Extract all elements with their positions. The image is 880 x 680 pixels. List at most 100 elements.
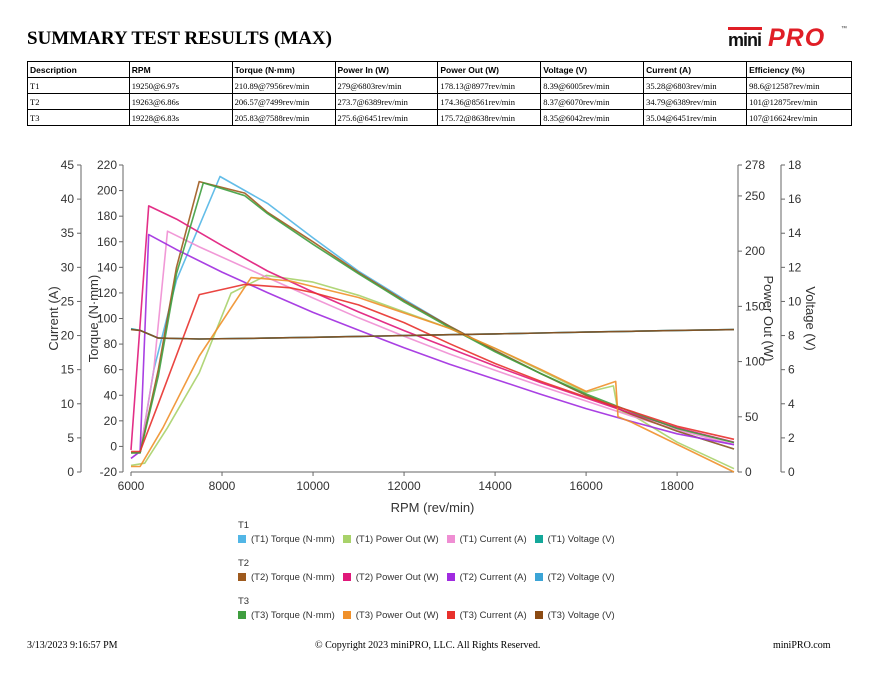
series-line-t1-torque: [131, 175, 735, 454]
x-tick-label: 8000: [209, 479, 236, 493]
legend-entry[interactable]: (T1) Power Out (W): [342, 534, 439, 545]
table-cell: 273.7@6389rev/min: [334, 93, 439, 110]
table-cell: 19250@6.97s: [128, 77, 233, 94]
table-cell: 206.57@7499rev/min: [231, 93, 336, 110]
logo-trademark: ™: [841, 26, 847, 32]
power-out-tick-label: 278: [745, 158, 765, 172]
legend-label: (T2) Torque (N·mm): [251, 571, 335, 583]
legend-label: (T1) Torque (N·mm): [251, 533, 335, 545]
table-cell: T2: [27, 93, 130, 110]
series-line-t3-voltage: [130, 328, 735, 340]
legend-label: (T3) Power Out (W): [355, 609, 439, 621]
series-line-t2-current: [130, 233, 735, 460]
col-rpm: RPM: [128, 61, 233, 78]
table-cell: 275.6@6451rev/min: [334, 109, 439, 126]
current-tick-label: 35: [61, 226, 75, 240]
legend-swatch: [534, 573, 543, 581]
current-tick-label: 30: [61, 260, 75, 274]
legend-swatch: [446, 535, 455, 543]
legend-swatch: [238, 611, 246, 619]
torque-axis-title: Torque (N·mm): [86, 275, 101, 362]
table-cell: 210.89@7956rev/min: [231, 77, 336, 94]
x-axis-title: RPM (rev/min): [391, 500, 475, 515]
current-tick-label: 40: [61, 192, 75, 206]
table-cell: 35.04@6451rev/min: [643, 109, 748, 126]
series-line-t1-voltage: [130, 327, 735, 340]
series-line-t1-current: [130, 230, 735, 460]
torque-tick-label: 40: [104, 388, 118, 402]
col-power-in: Power In (W): [334, 61, 439, 78]
torque-tick-label: 180: [97, 209, 117, 223]
col-power-out: Power Out (W): [437, 61, 542, 78]
voltage-tick-label: 12: [788, 260, 802, 274]
torque-tick-label: 80: [104, 337, 118, 351]
power-out-tick-label: 150: [745, 299, 765, 313]
current-tick-label: 45: [61, 158, 75, 172]
series-line-t3-current: [131, 283, 735, 453]
voltage-tick-label: 4: [788, 397, 795, 411]
legend-entry[interactable]: (T1) Current (A): [446, 533, 527, 545]
torque-tick-label: 60: [104, 363, 118, 377]
current-tick-label: 25: [61, 294, 75, 308]
x-tick-label: 14000: [478, 479, 512, 493]
col-voltage: Voltage (V): [540, 61, 645, 78]
x-tick-label: 12000: [387, 479, 421, 493]
voltage-tick-label: 0: [788, 465, 795, 479]
power-out-tick-label: 200: [745, 244, 765, 258]
torque-tick-label: 100: [97, 312, 117, 326]
legend-entry[interactable]: (T2) Torque (N·mm): [238, 572, 335, 583]
legend-swatch: [534, 611, 543, 619]
legend-entry[interactable]: (T3) Voltage (V): [534, 609, 615, 621]
legend-entry[interactable]: (T3) Power Out (W): [342, 609, 439, 621]
col-current: Current (A): [643, 61, 748, 78]
torque-tick-label: -20: [100, 465, 118, 479]
table-row: T2 19263@6.86s 206.57@7499rev/min 273.7@…: [27, 93, 852, 110]
legend-entry[interactable]: (T2) Current (A): [446, 571, 527, 583]
col-torque: Torque (N·mm): [231, 61, 336, 78]
series-line-t2-power-out: [130, 205, 735, 450]
legend-swatch: [238, 573, 246, 581]
legend-swatch: [446, 611, 455, 619]
legend-entry[interactable]: (T2) Voltage (V): [534, 572, 615, 583]
series-line-t1-power-out: [130, 274, 735, 470]
table-cell: 205.83@7588rev/min: [231, 109, 336, 126]
power-out-tick-label: 0: [745, 465, 752, 479]
legend-entry[interactable]: (T3) Torque (N·mm): [238, 610, 335, 621]
voltage-tick-label: 14: [788, 226, 802, 240]
legend-label: (T3) Current (A): [459, 609, 527, 621]
x-tick-label: 10000: [296, 479, 330, 493]
legend-entry[interactable]: (T3) Current (A): [446, 609, 527, 621]
power-out-axis-title: Power Out (W): [761, 276, 776, 362]
table-cell: 175.72@8638rev/min: [437, 109, 542, 126]
page-title: SUMMARY TEST RESULTS (MAX): [27, 28, 332, 49]
x-tick-label: 6000: [118, 479, 145, 493]
legend-label: (T1) Current (A): [459, 533, 527, 545]
minipro-logo: mini PRO ™: [728, 24, 848, 52]
table-cell: 8.35@6042rev/min: [540, 109, 645, 126]
footer-timestamp: 3/13/2023 9:16:57 PM: [27, 640, 118, 651]
rpm-performance-chart: 6000 8000 10000 12000 14000 16000 180 0 0 RPM (re…: [46, 158, 818, 515]
voltage-axis-title: Voltage (V): [803, 286, 818, 350]
voltage-tick-label: 16: [788, 192, 802, 206]
table-cell: 174.36@8561rev/min: [437, 93, 542, 110]
legend-entry[interactable]: (T1) Torque (N·mm): [238, 534, 335, 545]
logo-pro-text: PRO: [768, 24, 826, 52]
legend-label: (T2) Current (A): [459, 571, 527, 583]
table-row: T3 19228@6.83s 205.83@7588rev/min 275.6@…: [27, 109, 852, 126]
torque-tick-label: 20: [104, 414, 118, 428]
legend-row: (T2) Torque (N·mm) (T2) Power Out (W) (T2)…: [238, 570, 623, 584]
torque-tick-label: 0: [110, 439, 117, 453]
legend-group-title: T2: [238, 558, 250, 569]
legend-group-title: T3: [238, 596, 250, 607]
table-cell: 107@16624rev/min: [746, 109, 852, 126]
legend-label: (T3) Voltage (V): [547, 609, 615, 621]
x-tick-label: 16000: [569, 479, 603, 493]
legend-row: (T1) Torque (N·mm) (T1) Power Out (W) (T1)…: [238, 532, 623, 546]
torque-tick-label: 220: [97, 158, 117, 172]
current-axis-title: Current (A): [46, 286, 61, 350]
legend-entry[interactable]: (T2) Power Out (W): [342, 572, 439, 583]
legend-entry[interactable]: (T1) Voltage (V): [534, 534, 615, 545]
table-cell: 34.79@6389rev/min: [643, 93, 748, 110]
current-tick-label: 5: [67, 431, 74, 445]
table-cell: 8.39@6005rev/min: [540, 77, 645, 94]
